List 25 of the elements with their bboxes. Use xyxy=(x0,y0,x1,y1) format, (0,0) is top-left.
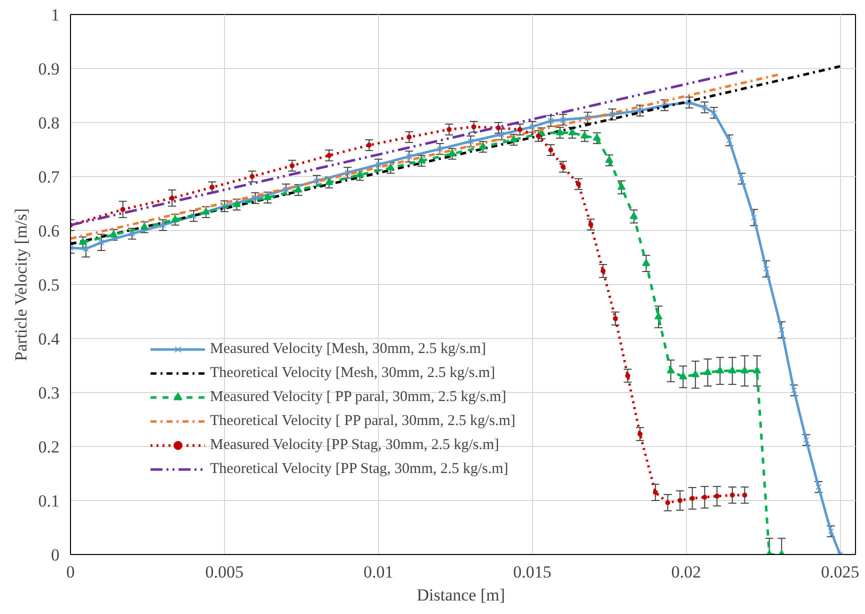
y-tick-label: 0.2 xyxy=(38,438,60,456)
y-tick-label: 0 xyxy=(51,546,60,564)
y-axis-title: Particle Velocity [m/s] xyxy=(11,208,30,361)
legend-label: Measured Velocity [PP Stag, 30mm, 2.5 kg/s.m] xyxy=(210,436,500,454)
legend-label: Measured Velocity [ PP paral, 30mm, 2.5 kg/s.m] xyxy=(210,388,506,406)
y-tick-label: 0.7 xyxy=(38,168,60,186)
legend-label: Theoretical Velocity [ PP paral, 30mm, 2.5 kg/s.m] xyxy=(210,412,516,430)
x-axis-title: Distance [m] xyxy=(416,586,506,604)
y-tick-label: 0.5 xyxy=(38,276,60,294)
x-tick-label: 0.005 xyxy=(205,562,244,582)
x-tick-label: 0.01 xyxy=(363,562,394,582)
x-tick-label: 0 xyxy=(66,562,75,582)
y-tick-label: 0.1 xyxy=(38,492,60,510)
x-tick-label: 0.015 xyxy=(513,562,552,582)
y-tick-label: 0.9 xyxy=(38,60,60,78)
legend-label: Theoretical Velocity [Mesh, 30mm, 2.5 kg/s.m] xyxy=(210,364,496,382)
legend-label: Theoretical Velocity [PP Stag, 30mm, 2.5 kg/s.m] xyxy=(210,460,508,478)
y-tick-label: 0.3 xyxy=(38,384,60,402)
y-tick-label: 0.4 xyxy=(38,330,60,348)
y-tick-label: 0.6 xyxy=(38,222,60,240)
x-tick-label: 0.025 xyxy=(820,562,860,582)
legend-label: Measured Velocity [Mesh, 30mm, 2.5 kg/s.m] xyxy=(210,340,486,358)
x-tick-label: 0.02 xyxy=(671,562,702,582)
y-tick-label: 0.8 xyxy=(38,114,60,132)
y-tick-label: 1 xyxy=(51,6,60,24)
